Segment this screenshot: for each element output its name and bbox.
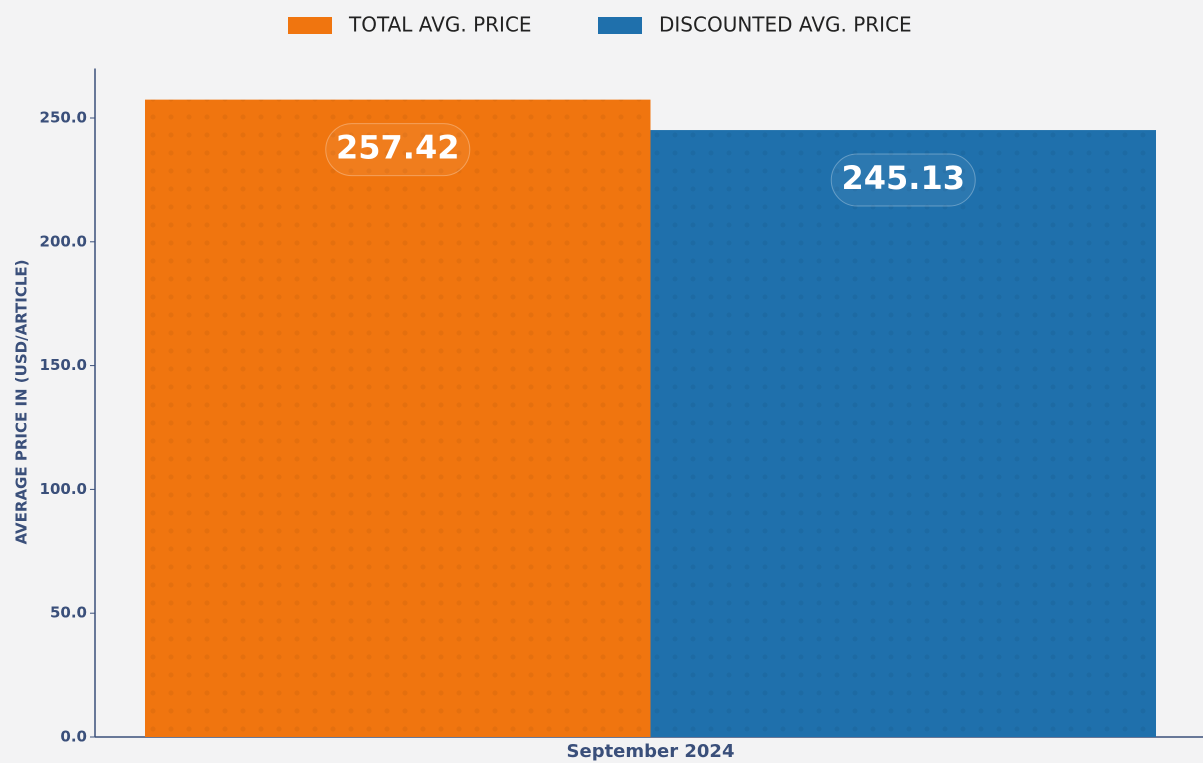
- bar-texture: [145, 99, 651, 738]
- bar-texture: [650, 130, 1156, 738]
- y-tick-label: 0.0: [60, 728, 87, 746]
- y-tick-label: 150.0: [40, 356, 87, 374]
- y-tick-label: 50.0: [50, 604, 87, 622]
- value-pill: [325, 123, 471, 177]
- x-tick-label: September 2024: [567, 741, 735, 762]
- legend-swatch: [598, 17, 642, 34]
- value-label: 257.42: [336, 129, 459, 167]
- legend-label: DISCOUNTED AVG. PRICE: [659, 13, 912, 37]
- value-pill: [830, 153, 976, 207]
- legend-swatch: [288, 17, 332, 34]
- value-label: 245.13: [842, 159, 965, 197]
- y-tick-label: 100.0: [40, 480, 87, 498]
- y-tick-label: 200.0: [40, 232, 87, 250]
- y-axis-label: AVERAGE PRICE IN (USD/ARTICLE): [13, 259, 31, 544]
- y-tick-label: 250.0: [40, 109, 87, 127]
- legend-label: TOTAL AVG. PRICE: [348, 13, 532, 37]
